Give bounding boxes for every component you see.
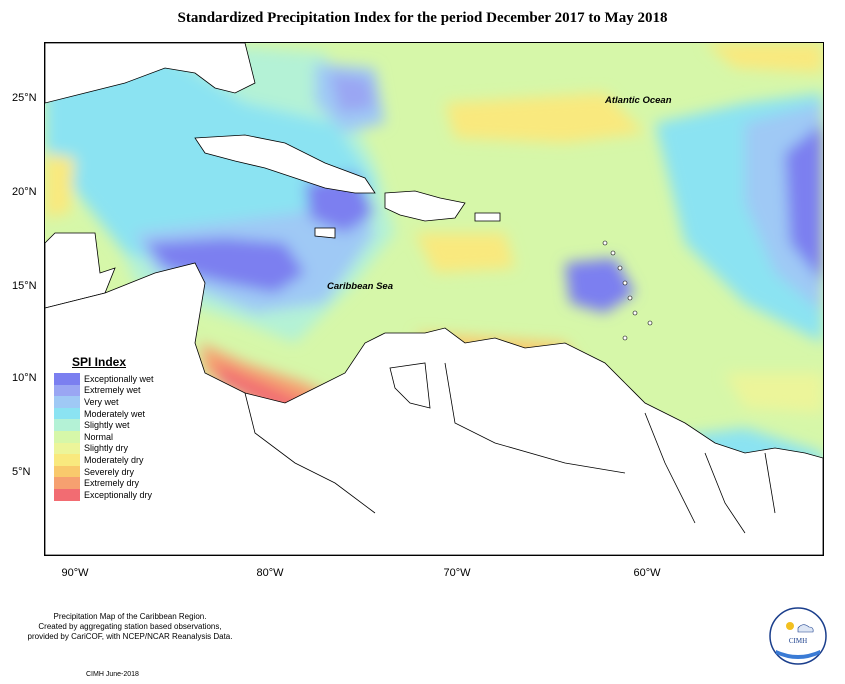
lat-tick-15n: 15°N xyxy=(12,280,37,292)
moderately-dry-caribbean xyxy=(415,233,515,273)
island-6 xyxy=(632,310,638,316)
jamaica-land xyxy=(314,227,336,239)
exceptionally-wet-east xyxy=(785,123,823,283)
footnote-line: provided by CariCOF, with NCEP/NCAR Rean… xyxy=(27,632,233,641)
borders xyxy=(244,362,776,534)
border-line-1 xyxy=(244,392,376,514)
legend-label: Exceptionally wet xyxy=(84,373,154,384)
moderately-dry-gulf xyxy=(45,153,75,218)
legend-label: Moderately dry xyxy=(84,454,144,465)
legend-swatch xyxy=(54,373,80,385)
south-america-land xyxy=(45,262,823,555)
island-4 xyxy=(622,280,628,286)
legend-swatch xyxy=(54,488,80,501)
florida-gulf-coast xyxy=(45,43,256,104)
island-1 xyxy=(602,240,608,246)
legend-label: Normal xyxy=(84,431,114,442)
logo-text: CIMH xyxy=(789,637,807,645)
legend-item: Slightly dry xyxy=(52,442,167,455)
border-line-4 xyxy=(704,452,746,534)
legend-rows: Exceptionally wet Extremely wet Very wet Mo… xyxy=(52,373,167,501)
footnote: Precipitation Map of the Caribbean Regio… xyxy=(18,612,242,642)
border-line-2 xyxy=(444,362,626,474)
caribbean-sea-label: Caribbean Sea xyxy=(327,281,393,292)
extremely-wet-bahamas xyxy=(330,73,375,113)
legend-swatch xyxy=(54,396,80,408)
legend-item: Very wet xyxy=(52,396,167,408)
legend-item: Extremely wet xyxy=(52,384,167,397)
slightly-dry-east xyxy=(725,373,823,413)
lesser-antilles xyxy=(602,240,653,341)
island-8 xyxy=(622,335,628,341)
legend-item: Moderately dry xyxy=(52,454,167,466)
legend-item: Normal xyxy=(52,430,167,443)
legend-item: Exceptionally wet xyxy=(52,373,167,385)
legend-swatch xyxy=(54,384,80,397)
legend-label: Severely dry xyxy=(84,466,135,477)
legend-item: Severely dry xyxy=(52,465,167,478)
legend-label: Moderately wet xyxy=(84,408,146,419)
legend-item: Extremely dry xyxy=(52,477,167,489)
land-masses xyxy=(45,43,823,555)
moderately-dry-atlantic xyxy=(445,93,645,143)
legend-swatch xyxy=(54,419,80,431)
cloud-icon xyxy=(797,624,814,633)
legend-swatch xyxy=(54,430,80,443)
island-7 xyxy=(647,320,653,326)
legend-label: Extremely dry xyxy=(84,478,140,489)
lon-tick-80w: 80°W xyxy=(256,567,284,579)
legend-label: Very wet xyxy=(84,396,119,407)
legend-label: Exceptionally dry xyxy=(84,489,153,500)
logo-ring xyxy=(769,607,827,665)
lat-tick-10n: 10°N xyxy=(12,372,37,384)
cuba-land xyxy=(194,134,376,194)
legend-swatch xyxy=(54,442,80,455)
puerto-rico-land xyxy=(474,212,501,222)
footnote-line: Created by aggregating station based obs… xyxy=(38,622,222,631)
lat-tick-5n: 5°N xyxy=(12,466,31,478)
spi-map-canvas xyxy=(45,43,823,555)
sun-icon xyxy=(786,622,794,630)
spi-map xyxy=(44,42,824,556)
legend-swatch xyxy=(54,454,80,466)
legend-label: Slightly dry xyxy=(84,443,129,454)
legend-swatch xyxy=(54,477,80,489)
legend-label: Slightly wet xyxy=(84,420,130,431)
hispaniola-land xyxy=(384,190,466,222)
moderately-dry-northeast xyxy=(705,43,823,73)
legend-item: Moderately wet xyxy=(52,407,167,420)
exceptionally-wet-west xyxy=(145,238,305,293)
legend-title: SPI Index xyxy=(72,355,127,369)
credit-text: CIMH June-2018 xyxy=(86,671,139,678)
footnote-line: Precipitation Map of the Caribbean Regio… xyxy=(53,612,207,621)
map-title: Standardized Precipitation Index for the… xyxy=(177,10,668,26)
border-line-5 xyxy=(764,452,776,514)
lon-tick-60w: 60°W xyxy=(633,567,661,579)
exceptionally-wet-barbados xyxy=(565,258,635,313)
wave-icon xyxy=(776,650,820,659)
border-line-3 xyxy=(644,412,696,524)
legend-item: Exceptionally dry xyxy=(52,488,167,501)
legend-label: Extremely wet xyxy=(84,385,141,396)
legend-item: Slightly wet xyxy=(52,419,167,431)
lon-tick-90w: 90°W xyxy=(61,567,89,579)
legend-swatch xyxy=(54,407,80,420)
lat-tick-25n: 25°N xyxy=(12,92,37,104)
island-3 xyxy=(617,265,623,271)
maracaibo-region xyxy=(389,362,431,409)
atlantic-ocean-label: Atlantic Ocean xyxy=(605,95,672,106)
lat-tick-20n: 20°N xyxy=(12,186,37,198)
island-2 xyxy=(610,250,616,256)
legend-swatch xyxy=(54,465,80,478)
island-5 xyxy=(627,295,633,301)
spi-legend: SPI Index Exceptionally wet Extremely wet… xyxy=(52,353,167,505)
lon-tick-70w: 70°W xyxy=(443,567,471,579)
cimh-logo: CIMH xyxy=(769,607,827,665)
